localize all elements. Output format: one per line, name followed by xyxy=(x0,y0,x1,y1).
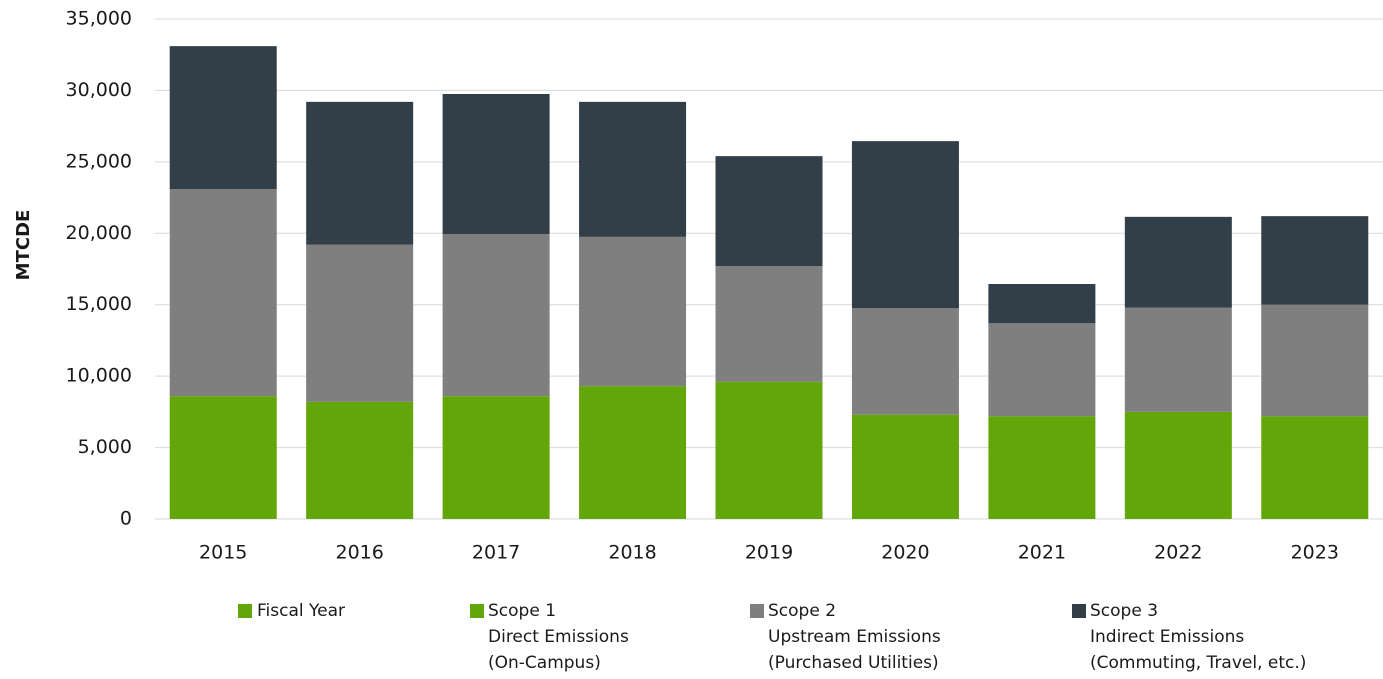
bar-segment xyxy=(169,396,277,519)
y-tick-label: 10,000 xyxy=(66,365,132,387)
bar-segment xyxy=(715,381,823,519)
bar-segment xyxy=(988,284,1096,324)
x-tick-label: 2017 xyxy=(472,542,520,564)
legend-label: Scope 1 xyxy=(488,601,556,621)
legend-swatch xyxy=(238,604,252,618)
bar-segment xyxy=(169,189,277,397)
bar-segment xyxy=(851,308,959,415)
y-tick-label: 35,000 xyxy=(66,8,132,30)
y-tick-label: 5,000 xyxy=(78,436,132,458)
legend-description: Upstream Emissions xyxy=(768,627,941,647)
y-tick-label: 0 xyxy=(120,508,132,530)
y-tick-label: 15,000 xyxy=(66,293,132,315)
bar-segment xyxy=(1124,411,1232,519)
legend-label: Fiscal Year xyxy=(257,601,345,621)
x-tick-label: 2020 xyxy=(881,542,929,564)
bar-segment xyxy=(988,416,1096,519)
bar-segment xyxy=(715,266,823,382)
bar-segment xyxy=(169,46,277,190)
bar-segment xyxy=(1124,216,1232,308)
bar-segment xyxy=(306,101,414,245)
legend-description: (On-Campus) xyxy=(488,653,601,673)
bar-segment xyxy=(579,236,687,387)
bar-segment xyxy=(442,396,550,519)
bar-segment xyxy=(579,101,687,237)
legend-label: Scope 3 xyxy=(1090,601,1158,621)
legend-label: Scope 2 xyxy=(768,601,836,621)
x-tick-label: 2022 xyxy=(1154,542,1202,564)
bar-segment xyxy=(851,141,959,309)
bar-segment xyxy=(1261,304,1369,417)
legend-swatch xyxy=(1072,604,1086,618)
bar-segment xyxy=(1261,416,1369,519)
x-tick-label: 2018 xyxy=(608,542,656,564)
y-tick-label: 20,000 xyxy=(66,222,132,244)
y-tick-label: 25,000 xyxy=(66,150,132,172)
bar-segment xyxy=(1124,307,1232,412)
legend-swatch xyxy=(750,604,764,618)
y-tick-label: 30,000 xyxy=(66,79,132,101)
legend-description: (Purchased Utilities) xyxy=(768,653,939,673)
y-axis-label: MTCDE xyxy=(13,210,34,281)
bar-segment xyxy=(1261,216,1369,305)
bar-segment xyxy=(579,386,687,519)
x-tick-label: 2016 xyxy=(335,542,383,564)
x-tick-label: 2023 xyxy=(1291,542,1339,564)
bar-segment xyxy=(851,414,959,519)
x-tick-label: 2021 xyxy=(1018,542,1066,564)
bar-segment xyxy=(715,156,823,267)
legend-swatch xyxy=(470,604,484,618)
legend-description: Indirect Emissions xyxy=(1090,627,1244,647)
bar-segment xyxy=(442,94,550,234)
x-tick-label: 2015 xyxy=(199,542,247,564)
legend-description: Direct Emissions xyxy=(488,627,629,647)
x-tick-label: 2019 xyxy=(745,542,793,564)
bar-segment xyxy=(442,234,550,397)
bar-segment xyxy=(988,323,1096,417)
bar-segment xyxy=(306,401,414,519)
legend-description: (Commuting, Travel, etc.) xyxy=(1090,653,1306,673)
bar-segment xyxy=(306,244,414,402)
